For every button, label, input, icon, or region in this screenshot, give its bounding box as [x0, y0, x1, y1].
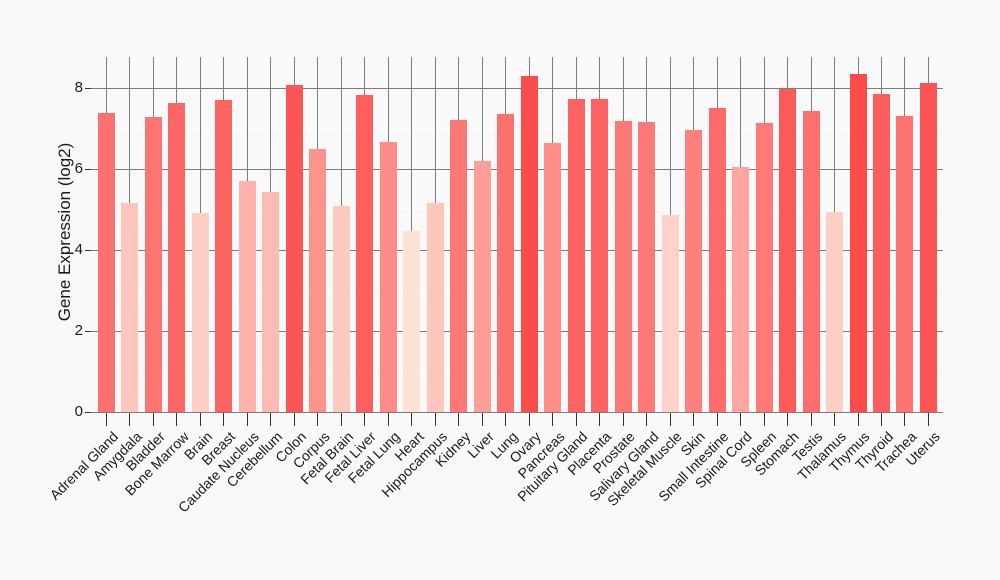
bar-fetal-brain — [332, 205, 350, 412]
x-tick-testis — [810, 413, 812, 426]
bar-spleen — [755, 123, 773, 412]
bar-pituitary-gland — [567, 99, 585, 412]
bar-salivary-gland — [638, 121, 656, 412]
bar-stomach — [779, 89, 797, 412]
y-tick-label-4: 4 — [74, 241, 83, 259]
x-tick-pancreas — [552, 413, 554, 426]
y-tick-8 — [85, 87, 91, 89]
bar-kidney — [450, 120, 468, 412]
bar-thalamus — [826, 211, 844, 412]
x-tick-fetal-lung — [387, 413, 389, 426]
y-tick-4 — [85, 249, 91, 251]
bar-colon — [285, 84, 303, 412]
y-tick-2 — [85, 330, 91, 332]
x-tick-cerebellum — [270, 413, 272, 426]
bar-skeletal-muscle — [661, 215, 679, 412]
bar-fetal-lung — [379, 141, 397, 412]
bar-caudate-nucleus — [238, 181, 256, 412]
x-tick-brain — [199, 413, 201, 426]
x-tick-caudate-nucleus — [246, 413, 248, 426]
bar-prostate — [614, 120, 632, 412]
x-tick-breast — [223, 413, 225, 426]
x-tick-hippocampus — [434, 413, 436, 426]
y-tick-label-0: 0 — [74, 403, 83, 420]
x-tick-small-intestine — [716, 413, 718, 426]
x-tick-spinal-cord — [740, 413, 742, 426]
bar-testis — [802, 111, 820, 412]
x-tick-salivary-gland — [646, 413, 648, 426]
x-tick-ovary — [528, 413, 530, 426]
y-tick-label-2: 2 — [74, 322, 83, 340]
bar-cerebellum — [262, 191, 280, 412]
bar-skin — [685, 129, 703, 412]
x-tick-thymus — [857, 413, 859, 426]
bar-heart — [403, 231, 421, 412]
x-tick-spleen — [763, 413, 765, 426]
x-tick-skin — [693, 413, 695, 426]
x-tick-adrenal-gland — [106, 413, 107, 426]
bar-adrenal-gland — [98, 113, 115, 412]
x-tick-fetal-liver — [364, 413, 366, 426]
bar-brain — [191, 212, 209, 412]
x-tick-skeletal-muscle — [669, 413, 671, 426]
bar-breast — [215, 99, 233, 412]
x-tick-fetal-brain — [340, 413, 342, 426]
x-tick-amygdala — [129, 413, 131, 426]
x-tick-heart — [411, 413, 413, 426]
y-tick-label-8: 8 — [74, 79, 83, 97]
y-tick-0 — [85, 411, 91, 413]
bar-thymus — [849, 73, 867, 412]
major-gridline-y2 — [91, 330, 943, 332]
bar-placenta — [591, 99, 609, 412]
major-gridline-y0 — [91, 411, 943, 413]
x-tick-uterus — [927, 413, 929, 426]
bar-amygdala — [121, 202, 139, 412]
minor-gridline-y1 — [91, 371, 943, 373]
x-tick-thalamus — [834, 413, 836, 426]
bar-lung — [497, 113, 515, 412]
bar-trachea — [896, 116, 914, 412]
x-tick-kidney — [458, 413, 460, 426]
major-gridline-y4 — [91, 249, 943, 251]
bar-ovary — [520, 75, 538, 412]
y-tick-label-6: 6 — [74, 160, 83, 178]
bar-spinal-cord — [732, 167, 750, 412]
bar-uterus — [919, 83, 937, 412]
bar-corpus — [309, 149, 327, 412]
x-tick-lung — [505, 413, 507, 426]
major-gridline-y6 — [91, 168, 943, 170]
x-tick-trachea — [904, 413, 906, 426]
x-tick-bone-marrow — [176, 413, 178, 426]
bar-bone-marrow — [168, 102, 186, 412]
x-tick-placenta — [599, 413, 601, 426]
y-tick-6 — [85, 168, 91, 170]
bar-hippocampus — [426, 202, 444, 412]
x-tick-liver — [481, 413, 483, 426]
bar-fetal-liver — [356, 94, 374, 412]
bar-liver — [473, 160, 491, 412]
bar-bladder — [144, 117, 162, 412]
minor-gridline-y7 — [91, 128, 943, 130]
x-tick-colon — [293, 413, 295, 426]
x-tick-stomach — [787, 413, 789, 426]
x-tick-corpus — [317, 413, 319, 426]
minor-gridline-y3 — [91, 290, 943, 292]
major-gridline-y8 — [91, 87, 943, 89]
y-axis-title: Gene Expression (log2) — [55, 142, 74, 322]
bar-small-intestine — [708, 107, 726, 412]
x-tick-bladder — [152, 413, 154, 426]
bar-pancreas — [544, 143, 562, 412]
minor-gridline-y5 — [91, 209, 943, 211]
bar-thyroid — [873, 94, 890, 412]
x-tick-thyroid — [881, 413, 882, 426]
x-tick-pituitary-gland — [575, 413, 577, 426]
x-tick-prostate — [622, 413, 624, 426]
